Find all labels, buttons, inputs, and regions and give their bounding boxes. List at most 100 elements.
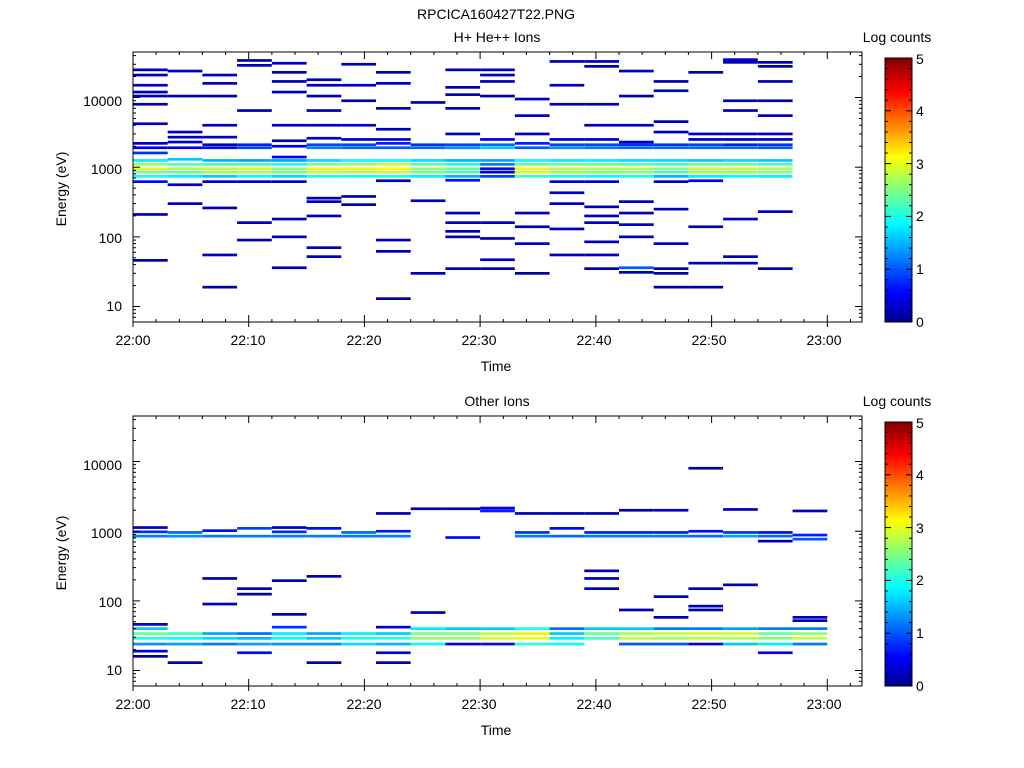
heatmap-cell	[549, 191, 585, 195]
heatmap-cell	[653, 642, 689, 646]
heatmap-cell	[445, 221, 481, 224]
heatmap-cell	[514, 175, 550, 178]
heatmap-cell	[480, 258, 515, 262]
heatmap-cell	[688, 170, 724, 174]
heatmap-cell	[514, 159, 550, 162]
heatmap-cell	[341, 123, 376, 127]
heatmap-cell	[271, 534, 307, 538]
colorbar-label: Log counts	[863, 29, 932, 45]
heatmap-cell	[549, 627, 585, 630]
colorbar-ticks	[885, 57, 912, 323]
x-tick-label: 23:00	[806, 332, 841, 348]
heatmap-cell	[619, 143, 654, 147]
heatmap-cell	[133, 163, 168, 166]
panel-title: Other Ions	[464, 393, 529, 409]
heatmap-cell	[341, 62, 376, 66]
heatmap-cell	[653, 89, 689, 93]
heatmap-cell	[549, 180, 585, 183]
panel-h-he-ions: H+ He++ Ions Log counts 22:00 22:10 22:2…	[53, 29, 931, 374]
x-tick-label: 22:10	[230, 696, 265, 712]
heatmap-cell	[410, 642, 446, 646]
heatmap-cell	[306, 159, 342, 162]
figure-title: RPCICA160427T22.PNG	[417, 6, 575, 22]
heatmap-cell	[237, 642, 272, 646]
heatmap-cell	[723, 146, 758, 150]
heatmap-cell	[133, 146, 168, 150]
heatmap-cell	[237, 534, 272, 538]
heatmap-cell	[688, 529, 724, 533]
heatmap-cell	[306, 534, 342, 538]
heatmap-cell	[445, 163, 481, 166]
heatmap-cell	[202, 632, 238, 635]
heatmap-cell	[341, 146, 376, 150]
heatmap-cell	[723, 99, 758, 103]
heatmap-cell	[757, 163, 793, 166]
heatmap-cell	[376, 250, 411, 253]
heatmap-cell	[757, 65, 793, 68]
colorbar-gradient	[885, 58, 912, 322]
heatmap-cell	[514, 531, 550, 534]
heatmap-cell	[237, 238, 272, 242]
colorbar: 0 1 2 3 4 5	[884, 51, 924, 330]
heatmap-cell	[549, 146, 585, 150]
heatmap-cell	[237, 170, 272, 174]
heatmap-cell	[341, 531, 376, 534]
heatmap-cell	[584, 180, 619, 183]
x-axis-ticks	[132, 416, 851, 691]
heatmap-cell	[167, 661, 203, 664]
heatmap-cell	[584, 146, 619, 150]
heatmap-cell	[757, 159, 793, 162]
heatmap-cell	[757, 146, 793, 150]
heatmap-cell	[723, 109, 758, 112]
colorbar-tick-label: 5	[916, 51, 924, 67]
heatmap-cell	[202, 577, 238, 580]
heatmap-cell	[792, 616, 828, 619]
heatmap-cell	[514, 534, 550, 538]
heatmap-cell	[688, 587, 724, 590]
heatmap-cell	[619, 531, 654, 534]
heatmap-cell	[723, 632, 758, 635]
heatmap-cell	[757, 531, 793, 534]
colorbar: 0 1 2 3 4 5	[884, 415, 924, 694]
heatmap-cell	[549, 202, 585, 205]
heatmap-cell	[271, 90, 307, 94]
heatmap-cell	[445, 267, 481, 270]
heatmap-cell	[202, 602, 238, 606]
heatmap-cell	[688, 608, 724, 612]
heatmap-cell	[445, 230, 481, 233]
heatmap-cell	[202, 163, 238, 166]
heatmap-cell	[202, 534, 238, 538]
heatmap-cell	[549, 159, 585, 162]
heatmap-cell	[167, 130, 203, 134]
heatmap-cell	[202, 206, 238, 210]
heatmap-cell	[271, 579, 307, 582]
heatmap-cell	[480, 627, 515, 630]
heatmap-cell	[549, 60, 585, 63]
heatmap-cell	[167, 531, 203, 534]
heatmap-cell	[133, 655, 168, 658]
heatmap-cell	[341, 534, 376, 538]
heatmap-cell	[167, 183, 203, 187]
heatmap-cell	[619, 627, 654, 630]
heatmap-cell	[688, 637, 724, 640]
y-tick-label: 1000	[91, 161, 122, 177]
heatmap-cell	[445, 86, 481, 89]
heatmap-cell	[202, 167, 238, 171]
heatmap-cell	[410, 507, 446, 511]
heatmap-cell	[376, 642, 411, 646]
heatmap-cell	[653, 163, 689, 166]
heatmap-cell	[167, 146, 203, 150]
heatmap-cell	[584, 159, 619, 162]
colorbar-tick-label: 0	[916, 678, 924, 694]
heatmap-cell	[237, 109, 272, 112]
heatmap-cell	[480, 221, 515, 224]
heatmap-cell	[202, 253, 238, 257]
heatmap-cell	[653, 242, 689, 245]
heatmap-cell	[410, 175, 446, 178]
heatmap-cell	[306, 163, 342, 166]
heatmap-cell	[549, 163, 585, 166]
heatmap-cell	[584, 102, 619, 106]
heatmap-cell	[341, 642, 376, 646]
heatmap-cell	[584, 143, 619, 147]
heatmap-cell	[757, 539, 793, 543]
